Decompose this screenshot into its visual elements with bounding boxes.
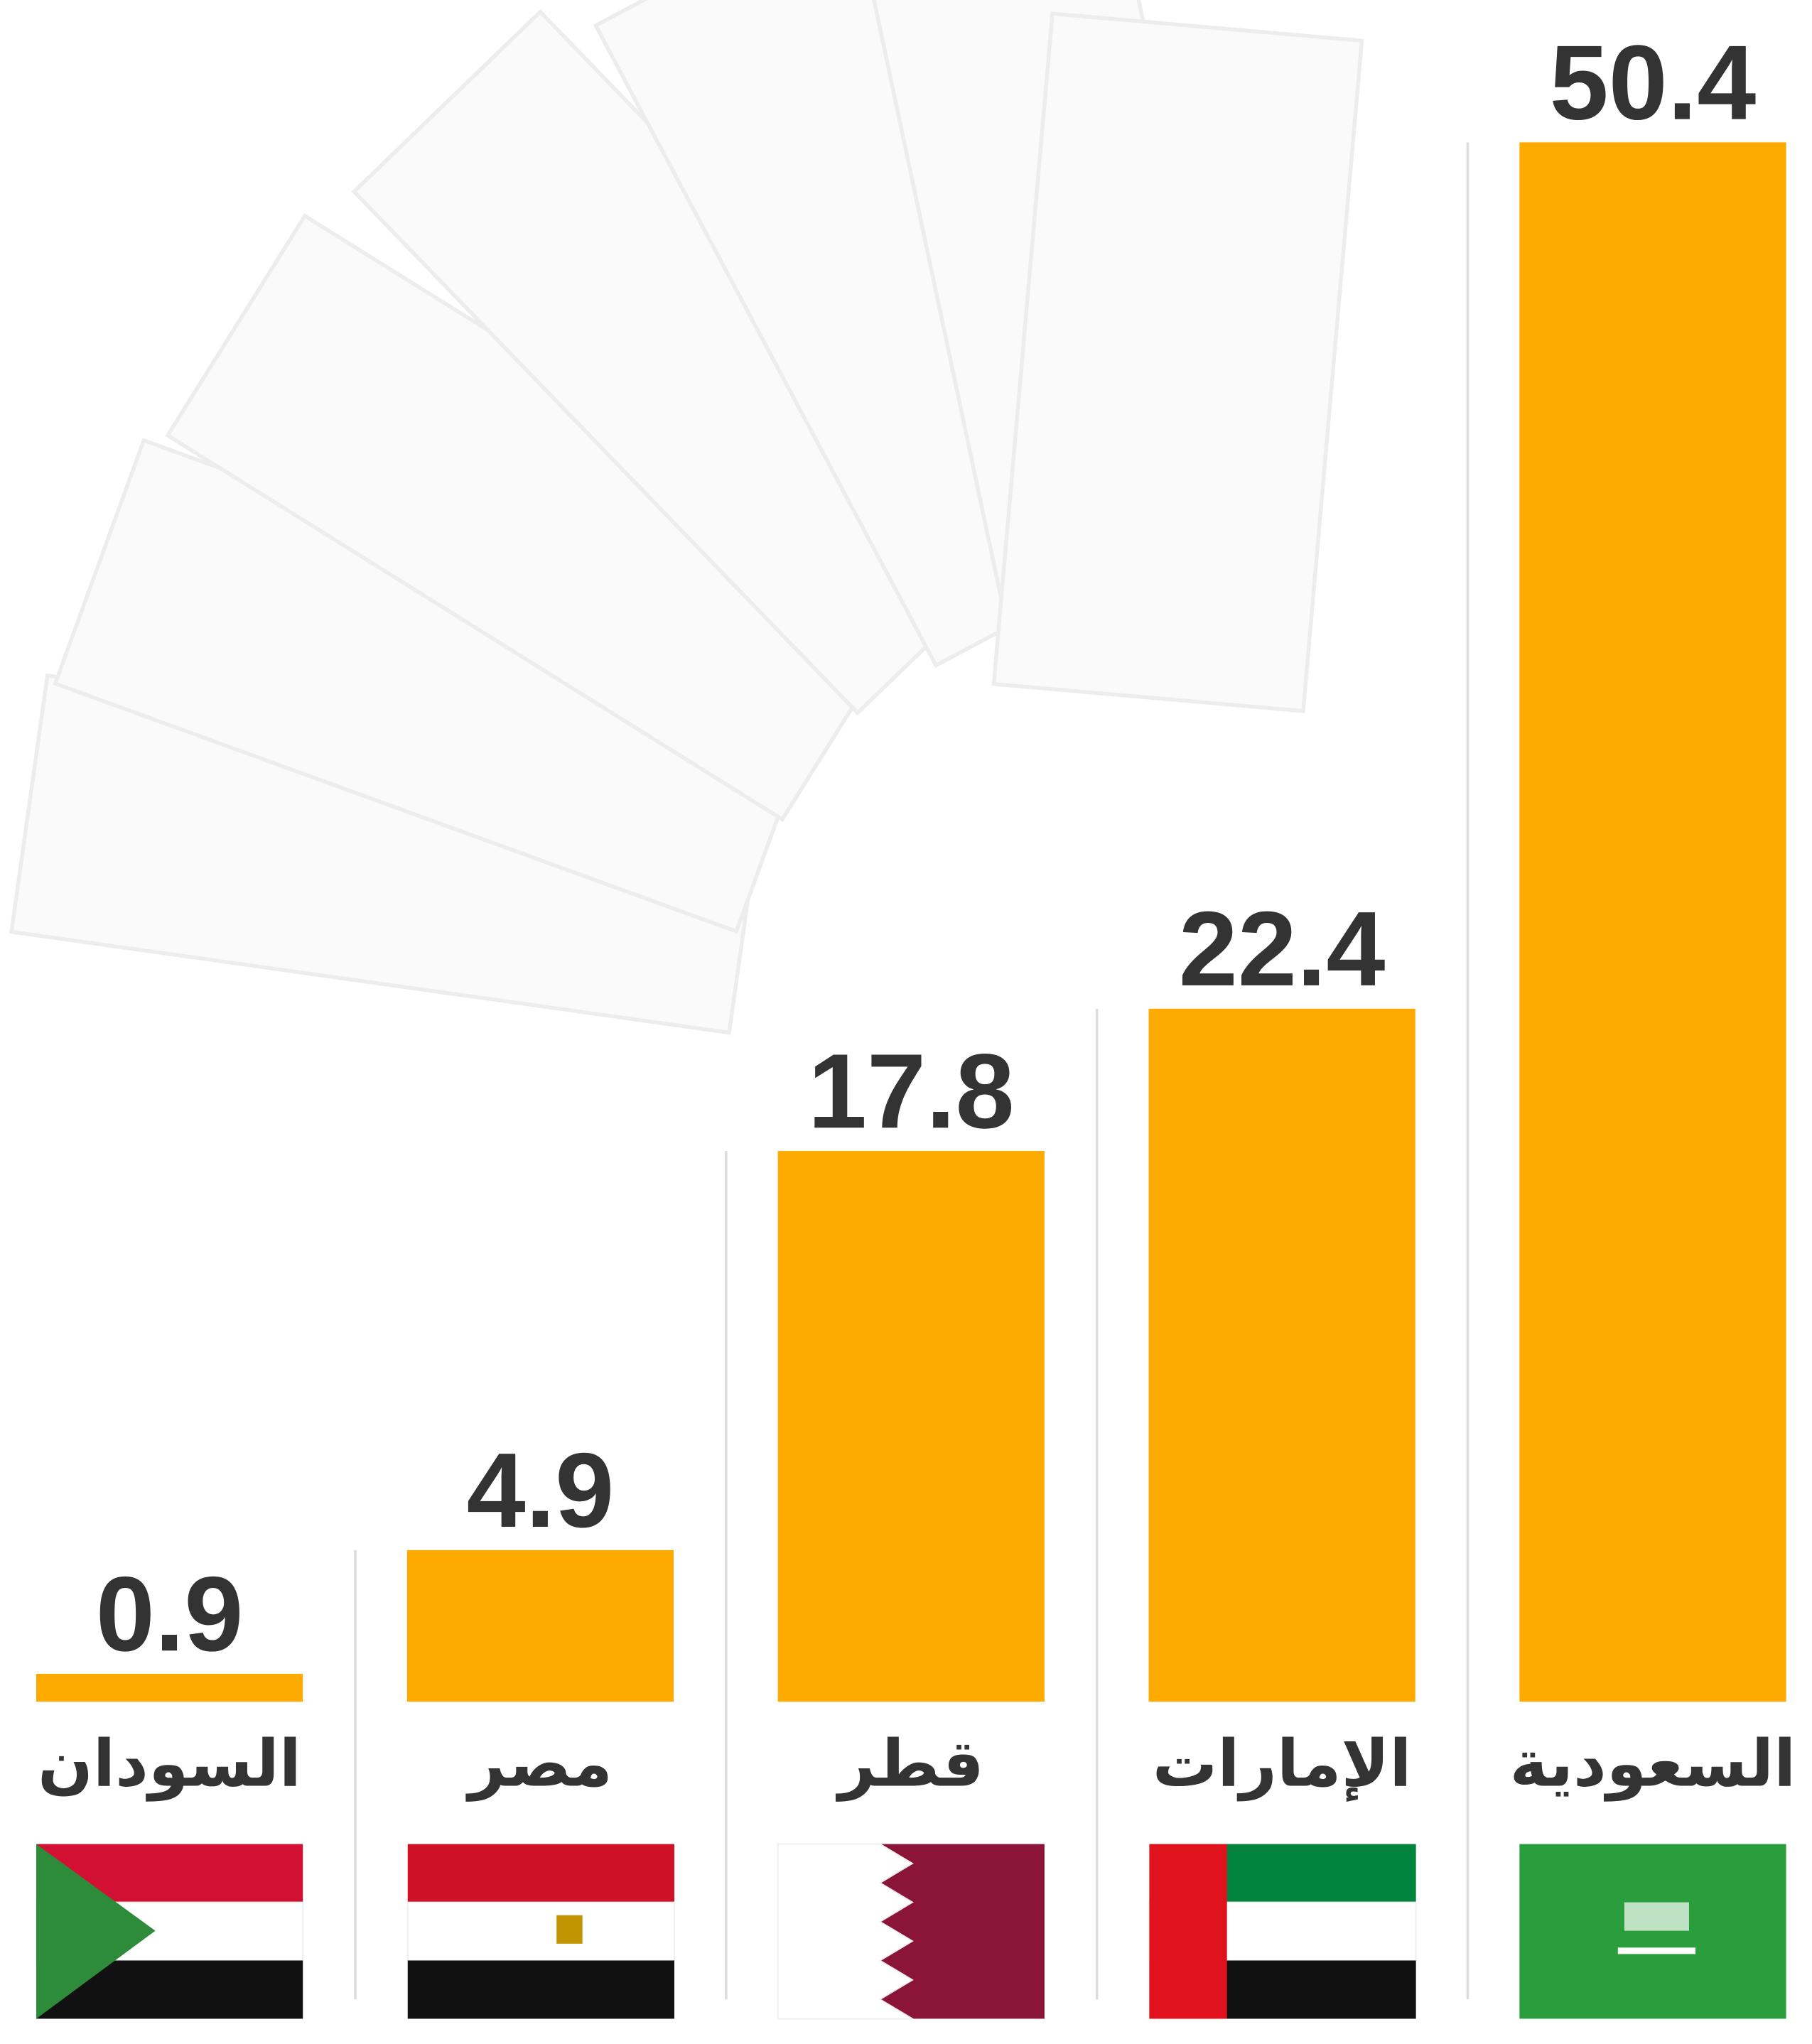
- bar: [406, 1550, 674, 1702]
- bar: [777, 1151, 1045, 1702]
- bar: [1519, 142, 1786, 1702]
- x-tick-label: الإمارات: [1153, 1726, 1412, 1802]
- money-background: [9, 0, 1364, 1035]
- x-tick-label: مصر: [465, 1726, 613, 1802]
- value-label: 4.9: [467, 1431, 615, 1550]
- flag-egypt: [406, 1844, 675, 2019]
- flag-saudi: [1519, 1844, 1786, 2019]
- x-tick-label: السعودية: [1510, 1726, 1796, 1802]
- flags: [36, 1843, 1786, 2020]
- bar: [1148, 1008, 1415, 1702]
- value-label: 22.4: [1179, 889, 1386, 1008]
- flag-sudan: [36, 1844, 304, 2019]
- value-label: 0.9: [96, 1554, 244, 1673]
- bar: [36, 1674, 303, 1702]
- value-label: 17.8: [808, 1032, 1015, 1150]
- flag-uae: [1148, 1844, 1417, 2019]
- x-tick-label: السودان: [38, 1726, 301, 1802]
- value-label: 50.4: [1550, 23, 1757, 142]
- flag-qatar: [777, 1843, 1045, 2020]
- x-tick-label: قطر: [836, 1726, 984, 1802]
